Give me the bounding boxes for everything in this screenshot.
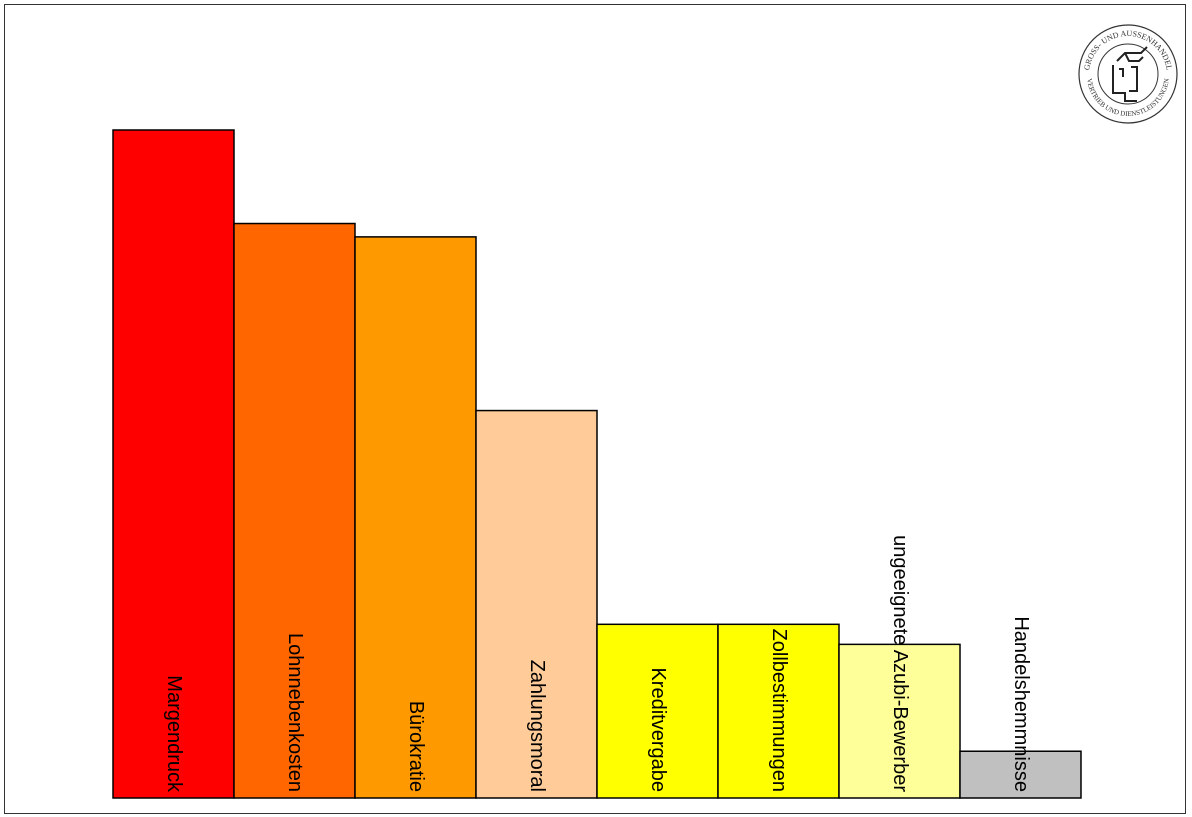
bar-label-3: Bürokratie bbox=[405, 701, 427, 792]
bar-4 bbox=[475, 409, 598, 799]
bar-6 bbox=[717, 623, 840, 799]
bar-5 bbox=[596, 623, 719, 799]
bar-3 bbox=[354, 236, 477, 799]
bars-group bbox=[112, 129, 1082, 799]
logo-text-top: GROSS- UND AUSSENHANDEL bbox=[1082, 29, 1173, 71]
bar-label-5: Kreditvergabe bbox=[647, 667, 669, 792]
svg-text:GROSS- UND AUSSENHANDEL: GROSS- UND AUSSENHANDEL bbox=[1082, 29, 1173, 71]
labels-group: Margendruck Lohnnebenkosten Bürokratie Zahl… bbox=[163, 535, 1032, 793]
union-logo-icon: GROSS- UND AUSSENHANDEL VERTRIEB UND DIE… bbox=[1078, 24, 1178, 124]
bar-8 bbox=[959, 750, 1082, 799]
bar-2 bbox=[233, 222, 356, 799]
bar-1 bbox=[112, 129, 235, 799]
bar-label-6: Zollbestimmungen bbox=[768, 629, 790, 792]
bar-label-7: ungeeignete Azubi-Bewerber bbox=[889, 535, 911, 792]
bar-label-4: Zahlungsmoral bbox=[526, 660, 548, 792]
bar-label-1: Margendruck bbox=[163, 675, 185, 793]
bar-label-8: Handelshemmnisse bbox=[1010, 616, 1032, 792]
bar-7 bbox=[838, 643, 961, 799]
bar-label-2: Lohnnebenkosten bbox=[284, 633, 306, 792]
